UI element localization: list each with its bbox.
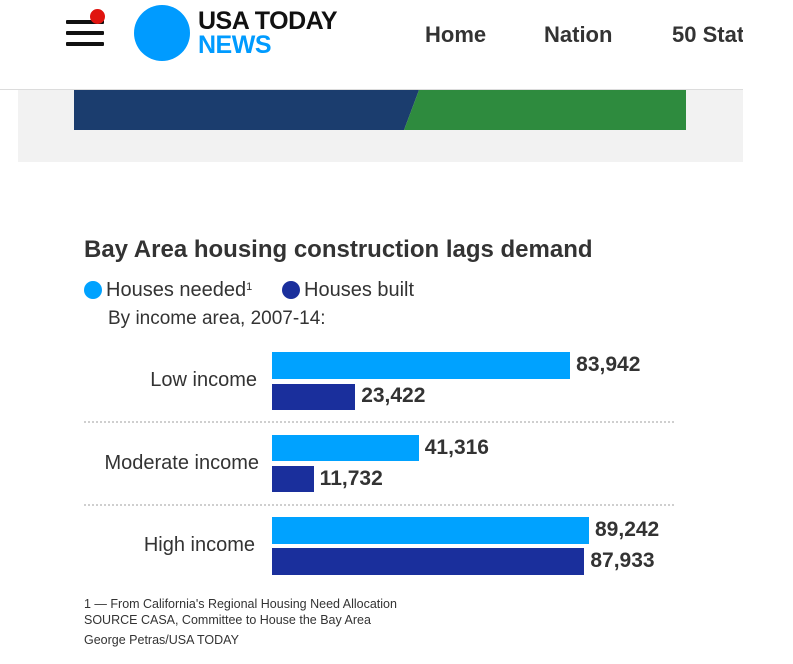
- value-label-needed-high-income: 89,242: [595, 518, 660, 541]
- menu-icon[interactable]: [66, 18, 106, 50]
- nav-home[interactable]: Home: [425, 22, 487, 47]
- bar-houses-built-high-income: [272, 548, 585, 575]
- legend-built-label: Houses built: [304, 278, 415, 301]
- bar-houses-needed-moderate-income: [272, 435, 419, 461]
- value-label-built-high-income: 87,933: [590, 549, 655, 572]
- legend-houses-needed: Houses needed 1: [84, 278, 252, 302]
- chart-subtitle: By income area, 2007-14:: [108, 308, 326, 329]
- category-divider: [84, 421, 674, 423]
- nav-50-states[interactable]: 50 States: [672, 22, 743, 47]
- credit-text: George Petras/USA TODAY: [84, 633, 239, 647]
- footnote-text: 1 — From California's Regional Housing N…: [84, 597, 397, 611]
- logo-text-brand[interactable]: USA TODAY: [198, 7, 338, 35]
- legend-needed-label: Houses needed: [106, 278, 247, 301]
- value-label-needed-low-income: 83,942: [576, 353, 641, 376]
- nav-nation[interactable]: Nation: [544, 22, 613, 47]
- ad-banner[interactable]: [74, 90, 686, 130]
- category-label-moderate-income: Moderate income: [104, 452, 259, 474]
- source-text: SOURCE CASA, Committee to House the Bay …: [84, 613, 371, 627]
- legend-built-swatch: [282, 281, 300, 299]
- logo-text-section[interactable]: NEWS: [198, 31, 272, 59]
- value-label-built-low-income: 23,422: [361, 384, 426, 407]
- ad-banner-green-panel: [404, 90, 686, 130]
- legend-needed-swatch: [84, 281, 102, 299]
- site-header: USA TODAY NEWS Home Nation 50 States: [0, 0, 743, 90]
- bar-houses-built-low-income: [272, 384, 356, 410]
- value-label-needed-moderate-income: 41,316: [424, 436, 489, 459]
- header-divider: [0, 89, 743, 90]
- chart-title: Bay Area housing construction lags deman…: [84, 236, 593, 263]
- usa-today-logo-icon[interactable]: [134, 5, 190, 61]
- legend-houses-built: Houses built: [282, 278, 414, 302]
- category-divider: [84, 504, 674, 506]
- bar-houses-needed-high-income: [272, 517, 589, 544]
- value-label-built-moderate-income: 11,732: [319, 467, 383, 490]
- category-label-high-income: High income: [143, 534, 255, 556]
- ad-banner-navy-panel: [74, 90, 419, 130]
- bar-houses-needed-low-income: [272, 352, 571, 379]
- bar-houses-built-moderate-income: [272, 466, 314, 492]
- notification-dot-icon: [90, 9, 105, 24]
- category-label-low-income: Low income: [150, 369, 257, 391]
- legend-needed-footnote-mark: 1: [246, 281, 253, 293]
